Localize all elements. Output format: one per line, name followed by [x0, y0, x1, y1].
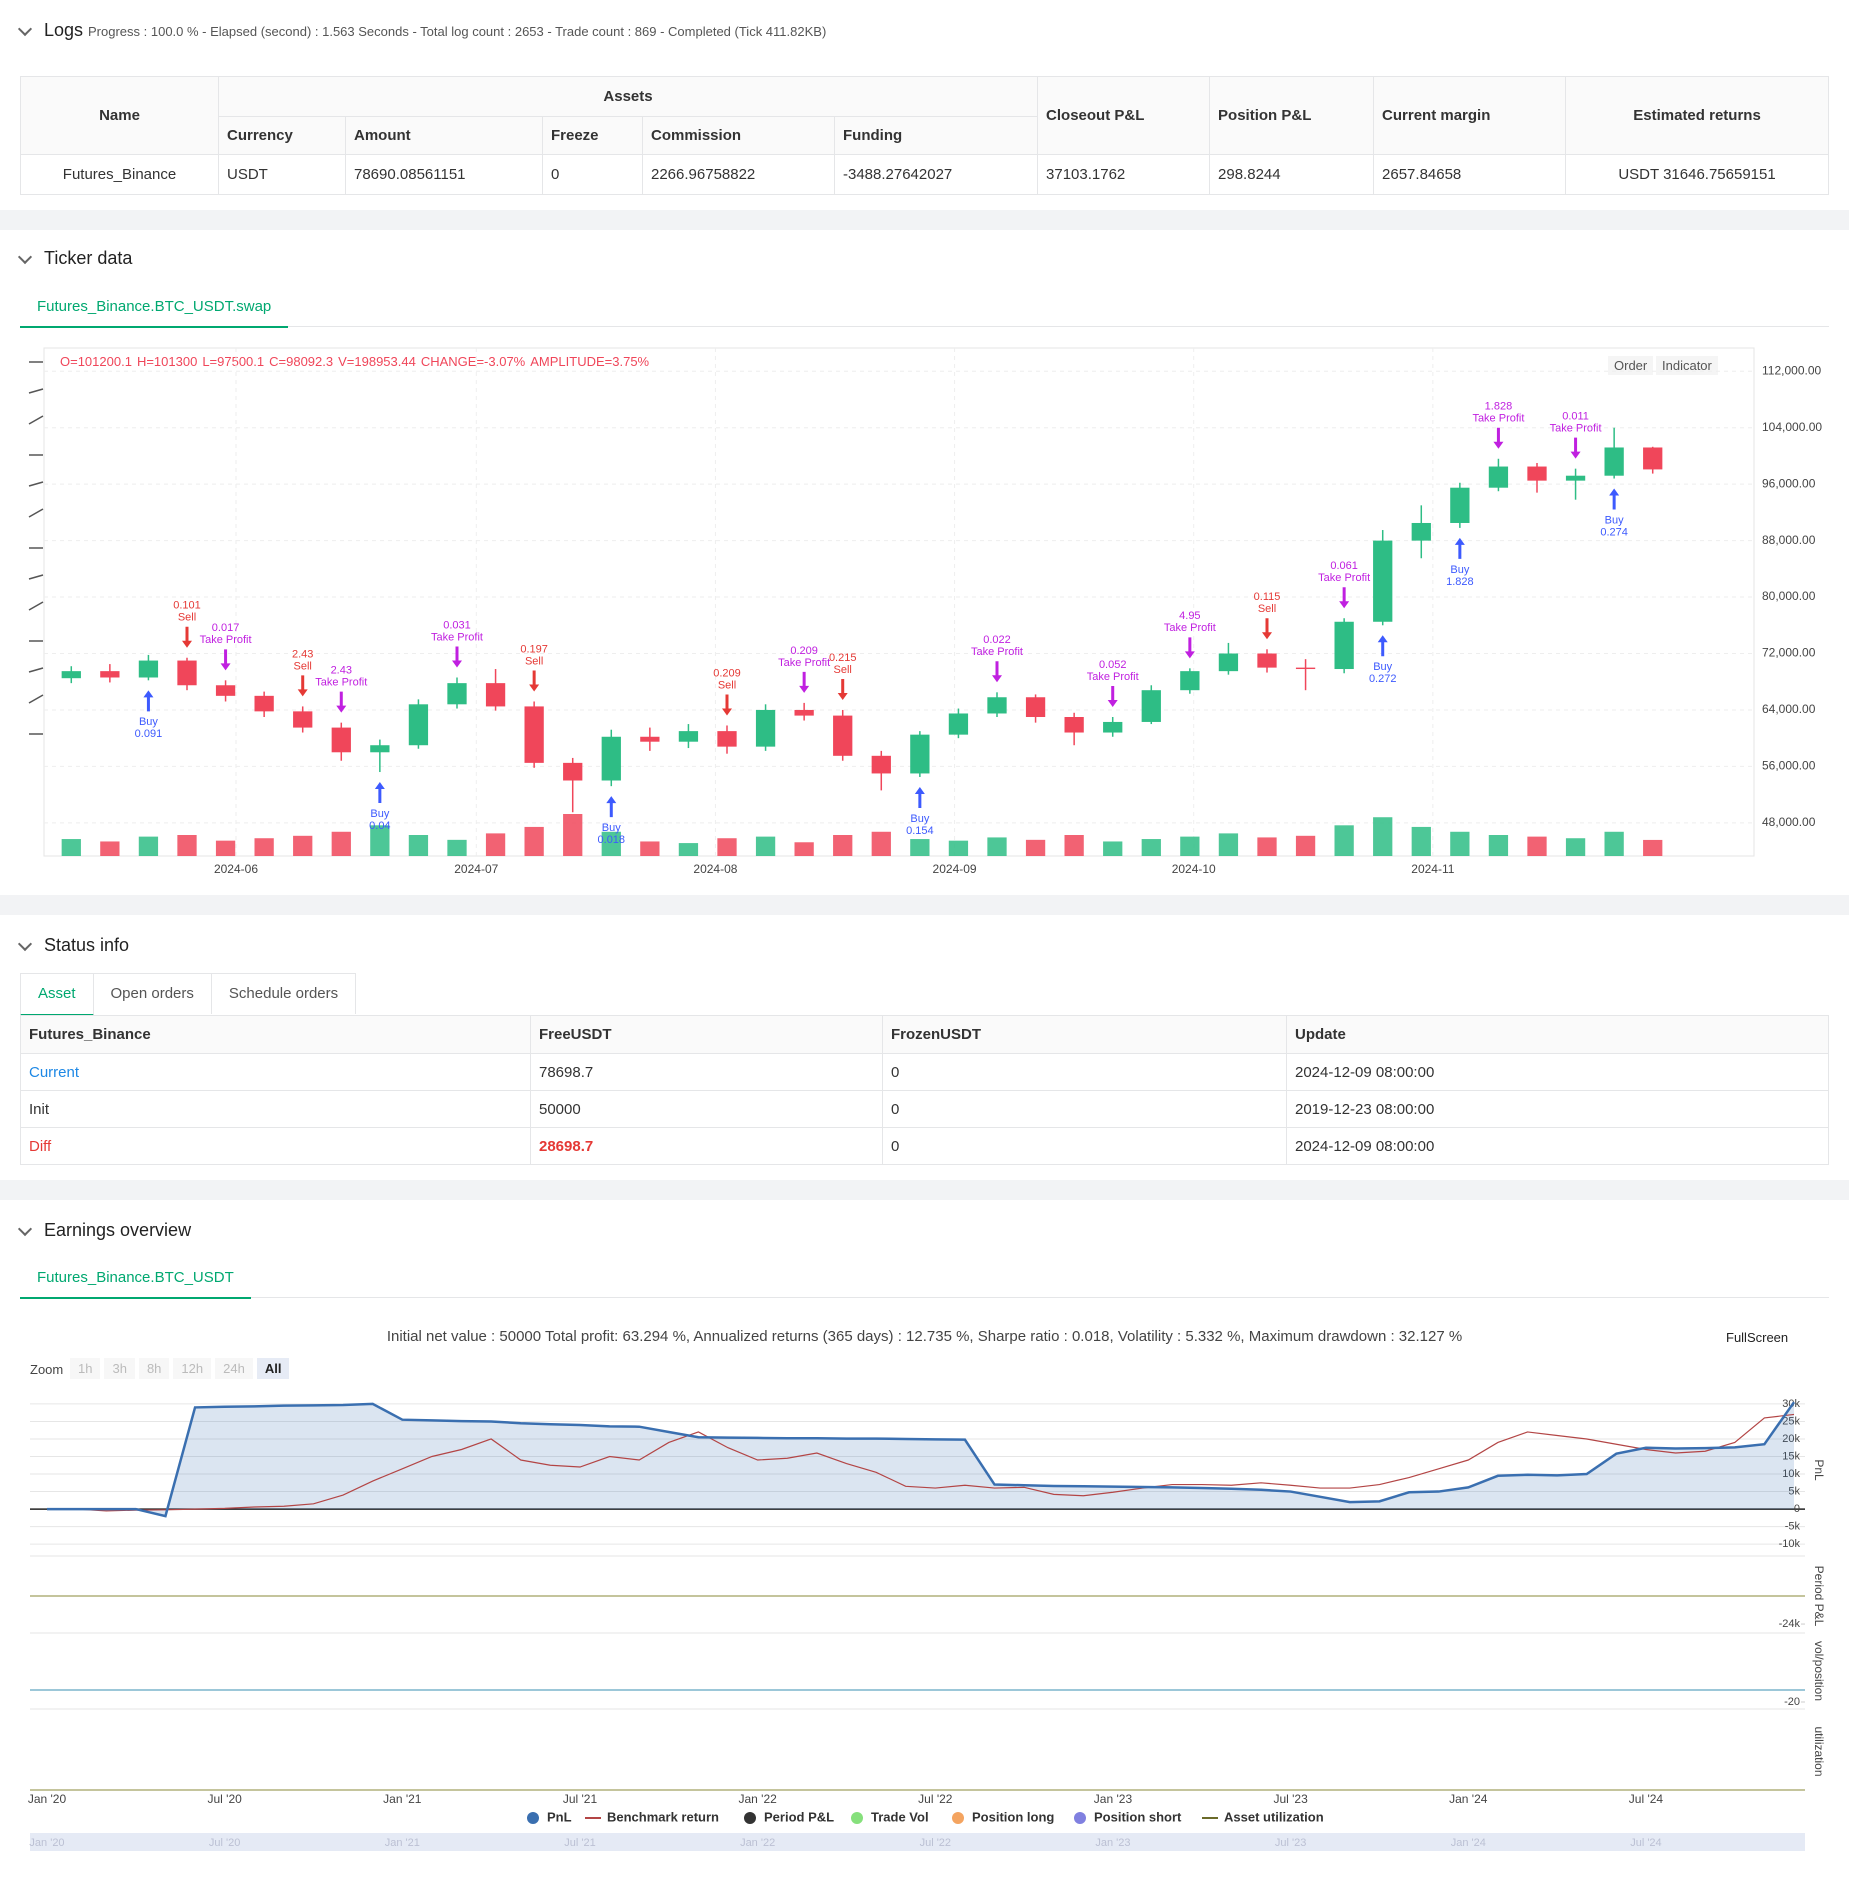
- ohlc-info: O=101200.1 H=101300 L=97500.1 C=98092.3 V=19…: [60, 354, 654, 369]
- cell: 78690.08561151: [345, 154, 543, 195]
- cell: USDT 31646.75659151: [1565, 154, 1830, 195]
- info-item: AMPLITUDE=3.75%: [530, 354, 650, 369]
- table-row: Futures_Binance USDT 78690.08561151 0 2266.9…: [20, 154, 1830, 195]
- cell: 2266.96758822: [642, 154, 835, 195]
- cell: 2657.84658: [1373, 154, 1567, 195]
- header-cell: Closeout P&L: [1037, 76, 1211, 155]
- header-cell: Futures_Binance: [20, 1015, 531, 1054]
- zoom-button[interactable]: All: [256, 1358, 290, 1379]
- table-row: Init 50000 0 2019-12-23 08:00:00: [20, 1090, 1829, 1128]
- zoom-button[interactable]: 3h: [104, 1358, 135, 1379]
- order-button[interactable]: Order: [1608, 356, 1654, 375]
- info-item: V=198953.44: [338, 354, 416, 369]
- ticker-section: Ticker data Futures_Binance.BTC_USDT.swa…: [0, 230, 1849, 895]
- zoom-button[interactable]: 8h: [138, 1358, 170, 1379]
- header-cell: Name: [20, 76, 219, 155]
- fullscreen-button[interactable]: FullScreen: [1726, 1330, 1789, 1345]
- collapse-icon[interactable]: [17, 21, 33, 37]
- cell: Current: [20, 1053, 531, 1091]
- cell: 37103.1762: [1037, 154, 1211, 195]
- section-title: Status info: [44, 935, 130, 955]
- indicator-button[interactable]: Indicator: [1656, 356, 1718, 375]
- cell: -3488.27642027: [833, 154, 1039, 195]
- tab[interactable]: Schedule orders: [210, 973, 357, 1014]
- cell: 50000: [530, 1090, 883, 1128]
- header-cell: Amount: [345, 116, 543, 155]
- cell: Futures_Binance: [20, 154, 219, 195]
- cell: 0: [882, 1053, 1287, 1091]
- header-cell: Commission: [642, 116, 835, 155]
- info-item: L=97500.1: [202, 354, 265, 369]
- info-item: H=101300: [136, 354, 198, 369]
- zoom-buttons: 1h 3h 8h 12h 24h All: [70, 1358, 293, 1379]
- table-row: Diff 28698.7 0 2024-12-09 08:00:00: [20, 1127, 1829, 1165]
- cell: 2024-12-09 08:00:00: [1286, 1127, 1829, 1165]
- earnings-section: Earnings overview Futures_Binance.BTC_US…: [0, 1200, 1849, 1882]
- header-cell: Current margin: [1373, 76, 1567, 155]
- assets-table: Name Assets Closeout P&L Position P&L Cu…: [20, 76, 1830, 195]
- cell: 78698.7: [530, 1053, 883, 1091]
- header-cell: Funding: [833, 116, 1039, 155]
- collapse-icon[interactable]: [17, 936, 33, 952]
- zoom-button[interactable]: 1h: [70, 1358, 101, 1379]
- header-cell: Currency: [218, 116, 346, 155]
- status-table: Futures_Binance FreeUSDT FrozenUSDT Update C…: [20, 1015, 1829, 1165]
- summary: Initial net value : 50000 Total profit: …: [386, 1328, 1463, 1345]
- collapse-icon[interactable]: [17, 249, 33, 265]
- progress-text: Progress : 100.0 % - Elapsed (second) : …: [88, 24, 827, 39]
- cell: Diff: [20, 1127, 531, 1165]
- status-section: Status info Asset Open orders Schedule ord…: [0, 915, 1849, 1180]
- table-row: Current 78698.7 0 2024-12-09 08:00:00: [20, 1053, 1829, 1091]
- cell: 0: [542, 154, 643, 195]
- section-title: Ticker data: [44, 248, 133, 268]
- cell: USDT: [218, 154, 346, 195]
- tab-bar: Asset Open orders Schedule orders: [20, 973, 357, 1016]
- header-cell: Assets: [217, 76, 1039, 117]
- cell: 2024-12-09 08:00:00: [1286, 1053, 1829, 1091]
- header-cell: Freeze: [542, 116, 643, 155]
- header-row: Futures_Binance FreeUSDT FrozenUSDT Update: [20, 1015, 1829, 1054]
- section-title: Earnings overview: [44, 1220, 192, 1240]
- info-item: CHANGE=-3.07%: [420, 354, 526, 369]
- zoom-button[interactable]: 12h: [173, 1358, 212, 1379]
- section-title: Logs: [44, 20, 84, 40]
- tab[interactable]: Asset: [20, 973, 94, 1016]
- info-item: C=98092.3: [269, 354, 334, 369]
- zoom-label: Zoom: [30, 1362, 64, 1377]
- cell: 0: [882, 1090, 1287, 1128]
- cell: 298.8244: [1209, 154, 1375, 195]
- header-cell: Position P&L: [1209, 76, 1375, 155]
- collapse-icon[interactable]: [17, 1221, 33, 1237]
- tab[interactable]: Futures_Binance.BTC_USDT: [20, 1259, 251, 1299]
- cell: 2019-12-23 08:00:00: [1286, 1090, 1829, 1128]
- header-cell: FrozenUSDT: [882, 1015, 1287, 1054]
- logs-section: Logs Progress : 100.0 % - Elapsed (secon…: [0, 0, 1849, 210]
- header-cell: Estimated returns: [1565, 76, 1830, 155]
- cell: 0: [882, 1127, 1287, 1165]
- info-item: O=101200.1: [60, 354, 132, 369]
- zoom-button[interactable]: 24h: [215, 1358, 253, 1379]
- header-cell: Update: [1286, 1015, 1829, 1054]
- tab[interactable]: Open orders: [92, 973, 212, 1014]
- cell: 28698.7: [530, 1127, 883, 1165]
- tab[interactable]: Futures_Binance.BTC_USDT.swap: [20, 288, 289, 328]
- cell: Init: [20, 1090, 531, 1128]
- header-cell: FreeUSDT: [530, 1015, 883, 1054]
